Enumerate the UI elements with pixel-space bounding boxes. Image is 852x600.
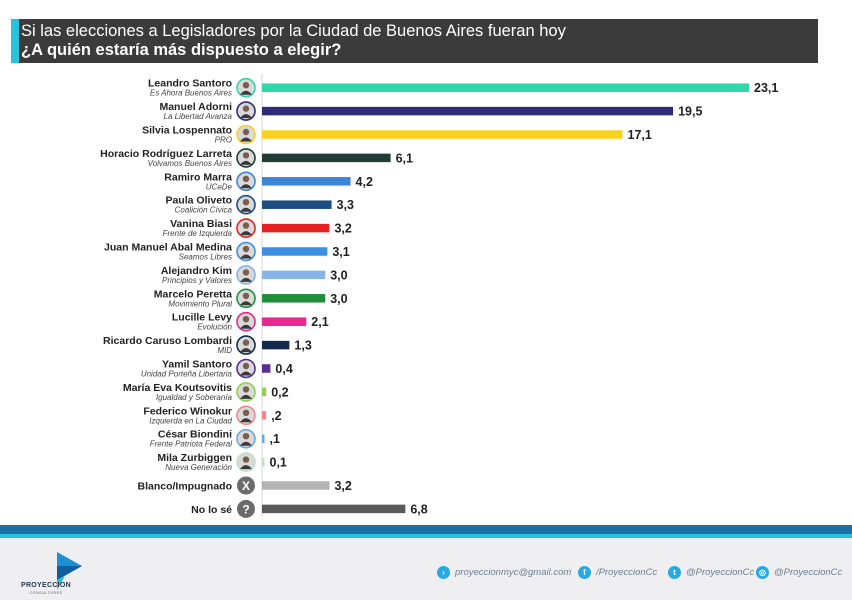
value-label: 3,3 xyxy=(337,198,354,212)
footer: PROYECCION CONSULTORES › proyeccionmyc@g… xyxy=(0,538,852,600)
party-label: Volvamos Buenos Aires xyxy=(148,159,232,168)
value-label: 3,2 xyxy=(334,222,351,236)
avatar-head xyxy=(243,456,249,462)
party-label: Igualdad y Soberanía xyxy=(156,393,233,402)
value-label: 1,3 xyxy=(294,339,311,353)
party-label: UCeDe xyxy=(206,182,233,191)
bar xyxy=(262,130,623,139)
value-label: 6,1 xyxy=(396,151,413,165)
instagram-icon: ◎ xyxy=(756,566,769,579)
party-label: Evolución xyxy=(197,323,232,332)
avatar-head xyxy=(243,246,249,252)
bar xyxy=(262,481,329,490)
party-label: Unidad Porteña Libertaria xyxy=(141,370,233,379)
value-label: 6,8 xyxy=(410,502,427,516)
value-label: 0,4 xyxy=(275,362,292,376)
party-label: La Libertad Avanza xyxy=(164,112,233,121)
avatar-head xyxy=(243,199,249,205)
bar xyxy=(262,505,405,514)
avatar-head xyxy=(243,433,249,439)
twitter-icon: t xyxy=(668,566,681,579)
avatar-head xyxy=(243,129,249,135)
bar xyxy=(262,294,325,303)
contact-instagram[interactable]: ◎ @ProyeccionCc xyxy=(756,566,842,579)
avatar-head xyxy=(243,269,249,275)
contact-facebook[interactable]: f /ProyeccionCc xyxy=(578,566,657,579)
party-label: Nueva Generación xyxy=(165,463,232,472)
contact-twitter-text: @ProyeccionCc xyxy=(686,567,754,578)
avatar-head xyxy=(243,363,249,369)
chart-title: Si las elecciones a Legisladores por la … xyxy=(21,22,566,41)
avatar-head xyxy=(243,82,249,88)
party-label: Frente Patriota Federal xyxy=(150,440,232,449)
contact-instagram-text: @ProyeccionCc xyxy=(774,567,842,578)
value-label: 3,0 xyxy=(330,268,347,282)
value-label: ,1 xyxy=(270,432,280,446)
avatar-head xyxy=(243,152,249,158)
contact-twitter[interactable]: t @ProyeccionCc xyxy=(668,566,754,579)
value-label: 23,1 xyxy=(754,81,778,95)
bar xyxy=(262,247,327,256)
bar xyxy=(262,317,306,326)
bar xyxy=(262,271,325,280)
icon-glyph: ? xyxy=(242,502,249,516)
bar xyxy=(262,388,266,397)
party-label: Coalición Cívica xyxy=(175,206,233,215)
party-label: MID xyxy=(217,346,232,355)
value-label: 2,1 xyxy=(311,315,328,329)
email-icon: › xyxy=(437,566,450,579)
bar xyxy=(262,177,351,186)
value-label: 3,1 xyxy=(332,245,349,259)
bar xyxy=(262,107,673,116)
contact-email[interactable]: › proyeccionmyc@gmail.com xyxy=(437,566,571,579)
bar xyxy=(262,200,332,209)
value-label: 17,1 xyxy=(628,128,652,142)
bar xyxy=(262,411,266,420)
category-label: Blanco/Impugnado xyxy=(138,481,233,493)
avatar-head xyxy=(243,339,249,345)
icon-glyph: X xyxy=(242,479,250,493)
category-label: No lo sé xyxy=(191,504,232,516)
bar xyxy=(262,341,289,350)
party-label: Seamos Libres xyxy=(179,253,232,262)
party-label: PRO xyxy=(215,136,232,145)
value-label: 3,0 xyxy=(330,292,347,306)
brand-name: PROYECCION xyxy=(11,582,81,589)
avatar-head xyxy=(243,105,249,111)
bar xyxy=(262,154,391,163)
banner-accent xyxy=(11,19,19,63)
chart-question: ¿A quién estaría más dispuesto a elegir? xyxy=(21,41,341,60)
brand-subtitle: CONSULTORES xyxy=(11,591,81,595)
facebook-icon: f xyxy=(578,566,591,579)
title-banner: Si las elecciones a Legisladores por la … xyxy=(11,19,818,63)
avatar-head xyxy=(243,386,249,392)
party-label: Es Ahora Buenos Aires xyxy=(150,89,232,98)
value-label: 0,1 xyxy=(270,456,287,470)
avatar-head xyxy=(243,410,249,416)
value-label: 0,2 xyxy=(271,385,288,399)
bar xyxy=(262,83,749,92)
contact-email-text: proyeccionmyc@gmail.com xyxy=(455,567,571,578)
bar xyxy=(262,458,265,467)
party-label: Izquierda en La Ciudad xyxy=(149,416,232,425)
value-label: ,2 xyxy=(271,409,281,423)
avatar-head xyxy=(243,316,249,322)
avatar-head xyxy=(243,176,249,182)
bar xyxy=(262,364,270,373)
value-label: 4,2 xyxy=(356,175,373,189)
party-label: Movimiento Plural xyxy=(168,299,232,308)
avatar-head xyxy=(243,293,249,299)
bar xyxy=(262,434,265,443)
value-label: 3,2 xyxy=(334,479,351,493)
category-label: Ricardo Caruso Lombardi xyxy=(103,335,232,347)
avatar-head xyxy=(243,222,249,228)
contact-facebook-text: /ProyeccionCc xyxy=(596,567,657,578)
bar xyxy=(262,224,329,233)
value-label: 19,5 xyxy=(678,105,702,119)
footer-stripe xyxy=(0,525,852,534)
party-label: Frente de Izquierda xyxy=(163,229,233,238)
party-label: Principios y Valores xyxy=(162,276,232,285)
